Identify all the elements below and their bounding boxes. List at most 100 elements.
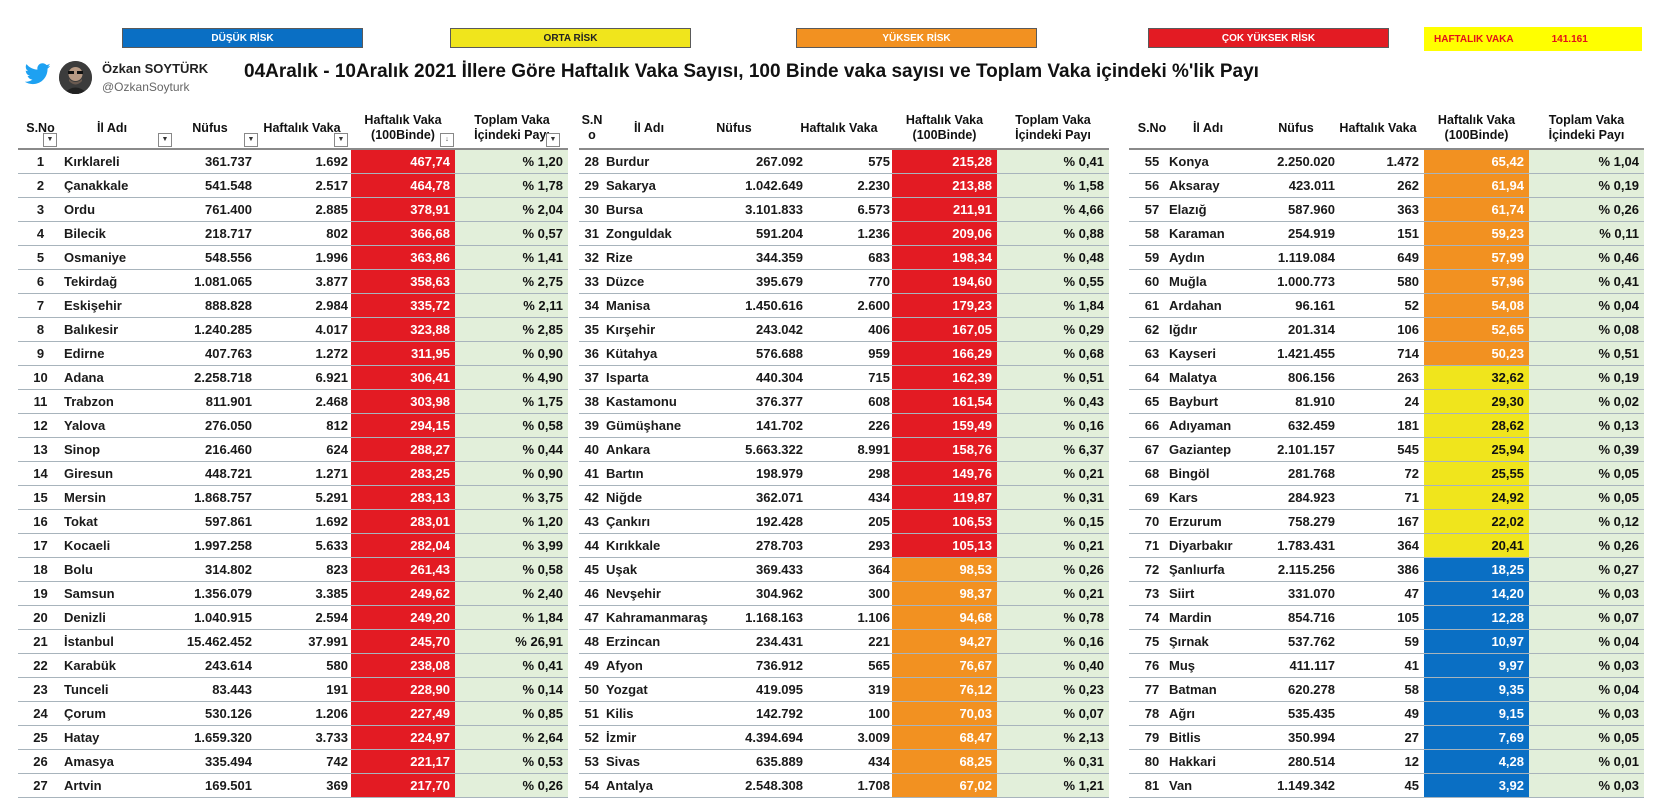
weekly-total-label: HAFTALIK VAKA	[1434, 33, 1514, 45]
population: 216.460	[205, 442, 252, 457]
population: 423.011	[1288, 178, 1335, 193]
rate-per-100k: 179,23	[892, 294, 997, 317]
table-row: 71 Diyarbakır 1.783.431 364 20,41% 0,26	[1129, 534, 1644, 558]
rate-per-100k: 12,28	[1424, 606, 1529, 629]
weekly-cases: 386	[1397, 562, 1419, 577]
filter-dropdown-icon[interactable]: ▼	[546, 133, 560, 147]
rate-per-100k: 50,23	[1424, 342, 1529, 365]
total-share: % 1,20	[455, 510, 568, 533]
avatar[interactable]	[59, 61, 92, 94]
weekly-cases: 6.921	[315, 370, 348, 385]
rate-per-100k: 227,49	[351, 702, 455, 725]
weekly-cases: 4.017	[315, 322, 348, 337]
population: 548.556	[205, 250, 252, 265]
total-share: % 0,68	[997, 342, 1109, 365]
population: 1.659.320	[194, 730, 252, 745]
population: 736.912	[756, 658, 803, 673]
total-share: % 0,15	[997, 510, 1109, 533]
total-share: % 0,07	[1529, 606, 1644, 629]
total-share: % 0,31	[997, 486, 1109, 509]
weekly-cases: 226	[868, 418, 890, 433]
city-name: Ankara	[606, 442, 651, 457]
row-number: 71	[1144, 538, 1160, 553]
sort-desc-filter-icon[interactable]: ↓	[440, 133, 454, 147]
population: 141.702	[756, 418, 803, 433]
weekly-cases: 47	[1404, 586, 1419, 601]
table-header: S.No İl Adı Nüfus Haftalık Vaka Haftalık Vak…	[579, 106, 1109, 150]
city-name: Mardin	[1169, 610, 1212, 625]
weekly-cases: 3.733	[315, 730, 348, 745]
population: 280.514	[1288, 754, 1335, 769]
population: 395.679	[756, 274, 803, 289]
rate-per-100k: 98,53	[892, 558, 997, 581]
city-name: Siirt	[1169, 586, 1195, 601]
row-number: 46	[584, 586, 599, 601]
table-row: 2 Çanakkale 541.548 2.517 464,78% 1,78	[18, 174, 568, 198]
population: 811.901	[205, 394, 252, 409]
table-row: 28 Burdur 267.092 575 215,28% 0,41	[579, 150, 1109, 174]
total-share: % 0,07	[997, 702, 1109, 725]
rate-per-100k: 94,68	[892, 606, 997, 629]
filter-dropdown-icon[interactable]: ▼	[244, 133, 258, 147]
weekly-cases: 59	[1404, 634, 1419, 649]
table-row: 59 Aydın 1.119.084 649 57,99% 0,46	[1129, 246, 1644, 270]
city-name: Çorum	[64, 706, 106, 721]
twitter-icon[interactable]	[25, 63, 51, 85]
weekly-cases: 715	[868, 370, 890, 385]
city-name: Bitlis	[1169, 730, 1201, 745]
rate-per-100k: 52,65	[1424, 318, 1529, 341]
population: 448.721	[205, 466, 252, 481]
filter-dropdown-icon[interactable]: ▼	[334, 133, 348, 147]
population: 597.861	[205, 514, 252, 529]
row-number: 14	[33, 466, 48, 481]
row-number: 12	[33, 418, 48, 433]
rate-per-100k: 221,17	[351, 750, 455, 773]
population: 350.994	[1288, 730, 1335, 745]
city-name: Malatya	[1169, 370, 1217, 385]
rate-per-100k: 14,20	[1424, 582, 1529, 605]
table-row: 61 Ardahan 96.161 52 54,08% 0,04	[1129, 294, 1644, 318]
population: 1.450.616	[745, 298, 803, 313]
total-share: % 0,21	[997, 534, 1109, 557]
total-share: % 0,88	[997, 222, 1109, 245]
table-row: 18 Bolu 314.802 823 261,43% 0,58	[18, 558, 568, 582]
row-number: 43	[584, 514, 599, 529]
weekly-cases: 45	[1404, 778, 1419, 793]
total-share: % 0,27	[1529, 558, 1644, 581]
filter-dropdown-icon[interactable]: ▼	[43, 133, 57, 147]
filter-dropdown-icon[interactable]: ▼	[158, 133, 172, 147]
population: 1.168.163	[745, 610, 803, 625]
row-number: 69	[1144, 490, 1160, 505]
total-share: % 0,41	[997, 150, 1109, 173]
row-number: 6	[36, 274, 45, 289]
total-share: % 2,75	[455, 270, 568, 293]
city-name: Aydın	[1169, 250, 1205, 265]
table-row: 27 Artvin 169.501 369 217,70% 0,26	[18, 774, 568, 798]
weekly-cases: 3.877	[315, 274, 348, 289]
weekly-cases: 1.692	[315, 154, 348, 169]
total-share: % 0,26	[455, 774, 568, 797]
weekly-cases: 167	[1397, 514, 1419, 529]
row-number: 65	[1144, 394, 1160, 409]
weekly-cases: 181	[1397, 418, 1419, 433]
row-number: 27	[33, 778, 48, 793]
population: 530.126	[205, 706, 252, 721]
rate-per-100k: 161,54	[892, 390, 997, 413]
city-name: Batman	[1169, 682, 1217, 697]
row-number: 30	[584, 202, 599, 217]
population: 376.377	[756, 394, 803, 409]
rate-per-100k: 467,74	[351, 150, 455, 173]
header-share: Toplam Vaka İçindeki Payı	[1015, 113, 1091, 142]
table-header: S.No İl Adı Nüfus Haftalık Vaka Haftalık Vak…	[1129, 106, 1644, 150]
author-handle[interactable]: @OzkanSoyturk	[102, 80, 190, 94]
table-row: 7 Eskişehir 888.828 2.984 335,72% 2,11	[18, 294, 568, 318]
population: 2.115.256	[1277, 562, 1335, 577]
table-row: 69 Kars 284.923 71 24,92% 0,05	[1129, 486, 1644, 510]
weekly-total-box: HAFTALIK VAKA 141.161	[1424, 27, 1642, 51]
table-row: 5 Osmaniye 548.556 1.996 363,86% 1,41	[18, 246, 568, 270]
weekly-cases: 71	[1404, 490, 1419, 505]
population: 218.717	[205, 226, 252, 241]
city-name: Muş	[1169, 658, 1195, 673]
table-row: 48 Erzincan 234.431 221 94,27% 0,16	[579, 630, 1109, 654]
weekly-cases: 319	[868, 682, 890, 697]
